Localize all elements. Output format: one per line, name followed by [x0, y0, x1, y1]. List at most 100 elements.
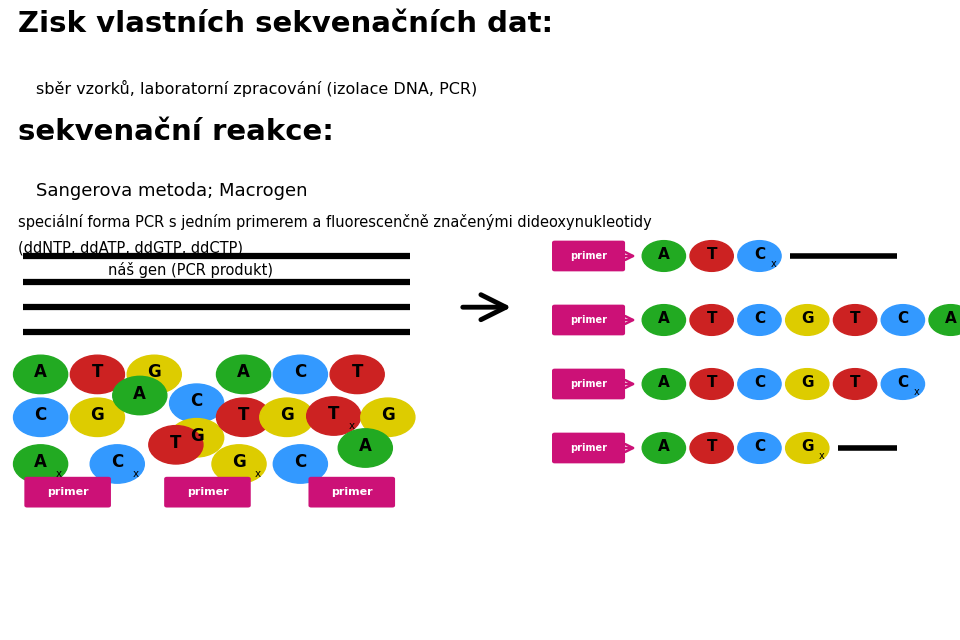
Text: C: C	[898, 311, 908, 326]
FancyBboxPatch shape	[552, 433, 625, 463]
Text: Zisk vlastních sekvenačních dat:: Zisk vlastních sekvenačních dat:	[18, 10, 553, 38]
Text: A: A	[658, 439, 670, 454]
Circle shape	[170, 419, 224, 457]
Text: A: A	[945, 311, 956, 326]
Text: primer: primer	[47, 487, 88, 497]
Circle shape	[642, 433, 685, 463]
Circle shape	[738, 241, 781, 271]
Circle shape	[127, 355, 181, 394]
Text: C: C	[294, 364, 306, 381]
Text: primer: primer	[331, 487, 372, 497]
Text: T: T	[92, 364, 103, 381]
Circle shape	[338, 429, 393, 467]
Circle shape	[70, 355, 125, 394]
Text: A: A	[35, 364, 47, 381]
Circle shape	[785, 433, 828, 463]
Circle shape	[642, 369, 685, 399]
Text: x: x	[914, 387, 920, 397]
Text: A: A	[359, 437, 372, 455]
Circle shape	[13, 398, 67, 436]
Text: G: G	[381, 406, 395, 424]
Text: G: G	[232, 453, 246, 471]
Circle shape	[690, 433, 733, 463]
Circle shape	[738, 369, 781, 399]
Text: T: T	[707, 247, 717, 262]
Text: T: T	[850, 375, 860, 390]
Text: C: C	[294, 453, 306, 471]
Text: A: A	[237, 364, 250, 381]
Circle shape	[642, 305, 685, 335]
Circle shape	[216, 355, 271, 394]
Circle shape	[306, 397, 361, 435]
FancyBboxPatch shape	[552, 241, 625, 271]
Text: C: C	[190, 392, 203, 410]
Circle shape	[738, 433, 781, 463]
FancyBboxPatch shape	[308, 477, 396, 508]
Text: A: A	[658, 311, 670, 326]
Circle shape	[330, 355, 384, 394]
Text: A: A	[133, 385, 146, 403]
Circle shape	[170, 384, 224, 422]
Text: C: C	[754, 439, 765, 454]
Text: náš gen (PCR produkt): náš gen (PCR produkt)	[108, 262, 274, 278]
Text: sekvenační reakce:: sekvenační reakce:	[18, 118, 334, 147]
Text: x: x	[819, 451, 825, 461]
Text: T: T	[238, 406, 250, 424]
Text: G: G	[801, 439, 813, 454]
Circle shape	[929, 305, 960, 335]
Text: G: G	[280, 406, 294, 424]
Text: T: T	[707, 375, 717, 390]
FancyBboxPatch shape	[552, 305, 625, 335]
Circle shape	[212, 445, 266, 483]
Text: G: G	[90, 406, 105, 424]
Text: T: T	[351, 364, 363, 381]
Text: A: A	[658, 247, 670, 262]
Text: T: T	[850, 311, 860, 326]
Text: G: G	[801, 375, 813, 390]
Circle shape	[112, 376, 167, 415]
Text: (ddNTP, ddATP, ddGTP, ddCTP): (ddNTP, ddATP, ddGTP, ddCTP)	[18, 240, 243, 255]
Text: primer: primer	[186, 487, 228, 497]
Text: x: x	[349, 421, 355, 431]
Text: x: x	[132, 469, 138, 479]
Circle shape	[274, 445, 327, 483]
Text: T: T	[707, 439, 717, 454]
Text: primer: primer	[570, 315, 607, 325]
FancyBboxPatch shape	[24, 477, 111, 508]
Circle shape	[690, 305, 733, 335]
Circle shape	[13, 355, 67, 394]
Text: T: T	[707, 311, 717, 326]
Text: C: C	[754, 375, 765, 390]
Text: G: G	[148, 364, 161, 381]
Circle shape	[690, 241, 733, 271]
Text: x: x	[254, 469, 260, 479]
Text: x: x	[56, 469, 62, 479]
Circle shape	[70, 398, 125, 436]
Text: G: G	[190, 427, 204, 445]
Circle shape	[642, 241, 685, 271]
Text: speciální forma PCR s jedním primerem a fluorescenčně značenými dideoxynukleotid: speciální forma PCR s jedním primerem a …	[18, 214, 652, 230]
FancyBboxPatch shape	[552, 369, 625, 399]
Text: Sangerova metoda; Macrogen: Sangerova metoda; Macrogen	[36, 182, 307, 200]
Circle shape	[881, 305, 924, 335]
Text: T: T	[170, 434, 181, 452]
Circle shape	[13, 445, 67, 483]
Text: G: G	[801, 311, 813, 326]
Text: primer: primer	[570, 379, 607, 389]
Circle shape	[149, 426, 203, 464]
Text: sběr vzorků, laboratorní zpracování (izolace DNA, PCR): sběr vzorků, laboratorní zpracování (izo…	[36, 80, 477, 97]
Text: C: C	[35, 406, 47, 424]
FancyBboxPatch shape	[164, 477, 251, 508]
Circle shape	[785, 369, 828, 399]
Text: C: C	[754, 247, 765, 262]
Text: T: T	[328, 405, 340, 423]
Circle shape	[833, 305, 876, 335]
Text: primer: primer	[570, 443, 607, 453]
Circle shape	[260, 398, 314, 436]
Circle shape	[216, 398, 271, 436]
Text: A: A	[658, 375, 670, 390]
Circle shape	[738, 305, 781, 335]
Text: A: A	[35, 453, 47, 471]
Text: primer: primer	[570, 251, 607, 261]
Circle shape	[690, 369, 733, 399]
